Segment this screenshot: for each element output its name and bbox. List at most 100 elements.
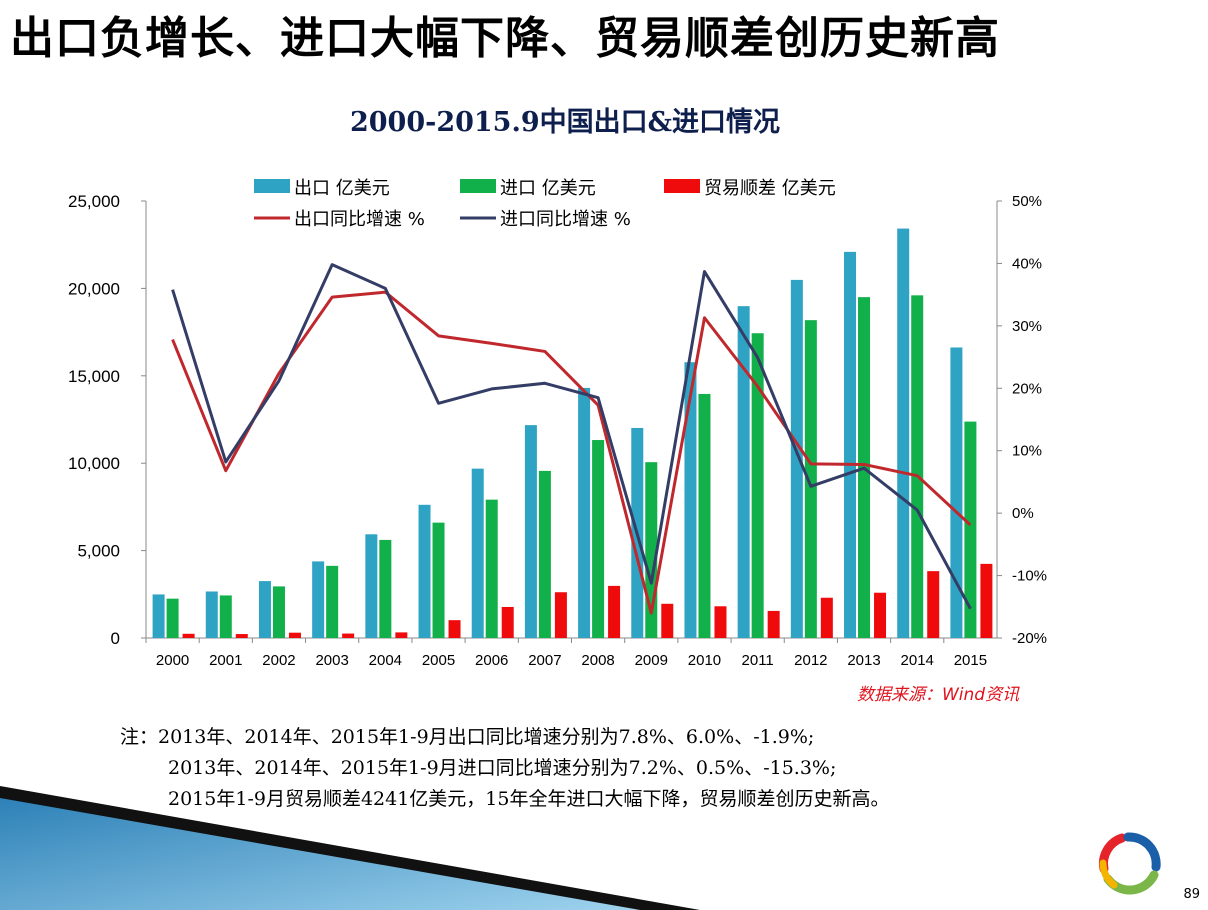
legend-export: 出口 亿美元 xyxy=(254,178,390,199)
legend-balance-label: 贸易顺差 亿美元 xyxy=(704,178,836,199)
balance-bar xyxy=(661,603,674,638)
x-tick-label: 2007 xyxy=(528,652,561,669)
legend-balance-swatch xyxy=(664,179,700,193)
left-tick-label: 15,000 xyxy=(68,367,120,386)
x-tick-label: 2000 xyxy=(156,652,189,669)
note-line-2: 2013年、2014年、2015年1-9月进口同比增速分别为7.2%、0.5%、… xyxy=(168,757,837,779)
page-number: 89 xyxy=(1183,887,1200,902)
import-bar xyxy=(326,565,339,638)
balance-bar xyxy=(980,563,993,638)
balance-bar xyxy=(714,606,727,638)
export-bar xyxy=(312,561,325,638)
left-tick-label: 10,000 xyxy=(68,454,120,473)
import-bar xyxy=(485,499,498,638)
export-bar xyxy=(205,591,218,638)
export-bar xyxy=(418,504,431,638)
export-bar xyxy=(578,387,591,638)
x-tick-label: 2011 xyxy=(742,652,774,669)
x-tick-label: 2014 xyxy=(901,652,934,669)
left-tick-label: 5,000 xyxy=(77,542,120,561)
balance-bar xyxy=(874,592,887,638)
x-tick-label: 2006 xyxy=(475,652,508,669)
import-growth-line xyxy=(171,263,972,610)
legend-import: 进口 亿美元 xyxy=(460,178,596,199)
balance-bar xyxy=(182,633,195,638)
x-tick-label: 2005 xyxy=(422,652,455,669)
right-tick-label: 30% xyxy=(1012,318,1042,335)
balance-bar xyxy=(767,610,780,638)
balance-bar xyxy=(395,632,408,638)
x-tick-label: 2009 xyxy=(635,652,668,669)
balance-bar xyxy=(554,592,567,638)
export-bar xyxy=(844,251,857,638)
right-tick-label: 0% xyxy=(1012,505,1034,522)
chart-title: 2000-2015.9中国出口&进口情况 xyxy=(349,107,781,138)
balance-bar xyxy=(501,606,514,638)
balance-bar xyxy=(288,632,301,638)
x-tick-label: 2010 xyxy=(688,652,721,669)
legend-export-swatch xyxy=(254,179,290,193)
x-tick-label: 2013 xyxy=(847,652,880,669)
x-tick-label: 2001 xyxy=(209,652,242,669)
legend-import-label: 进口 亿美元 xyxy=(500,178,596,199)
right-tick-label: 20% xyxy=(1012,380,1042,397)
x-tick-label: 2002 xyxy=(262,652,295,669)
x-tick-label: 2003 xyxy=(315,652,348,669)
balance-bar xyxy=(927,571,940,638)
export-bar xyxy=(365,534,378,638)
balance-bar xyxy=(235,634,248,638)
x-tick-label: 2008 xyxy=(581,652,614,669)
right-tick-label: 40% xyxy=(1012,255,1042,272)
company-logo xyxy=(1099,832,1161,895)
legend-import-growth: 进口同比增速 % xyxy=(460,209,631,230)
import-bar xyxy=(538,470,551,638)
right-tick-label: 50% xyxy=(1012,193,1042,210)
import-bar xyxy=(272,586,285,638)
note-line-3: 2015年1-9月贸易顺差4241亿美元，15年全年进口大幅下降，贸易顺差创历史… xyxy=(168,788,890,810)
left-tick-label: 0 xyxy=(111,629,120,648)
import-bar xyxy=(698,393,711,638)
import-bar xyxy=(432,522,445,638)
export-bar xyxy=(684,362,697,638)
export-bar xyxy=(737,306,750,638)
legend-balance: 贸易顺差 亿美元 xyxy=(664,178,836,199)
export-bar xyxy=(524,425,537,638)
export-growth-line xyxy=(171,290,972,615)
legend-export-label: 出口 亿美元 xyxy=(294,178,390,199)
right-tick-label: -20% xyxy=(1012,630,1047,647)
note-line-1: 注：2013年、2014年、2015年1-9月出口同比增速分别为7.8%、6.0… xyxy=(120,726,815,748)
import-bar xyxy=(379,539,392,638)
export-bar xyxy=(152,594,165,638)
export-bar xyxy=(258,581,271,638)
import-bar xyxy=(964,421,977,638)
import-bar xyxy=(219,595,232,638)
export-bar xyxy=(790,279,803,638)
import-bar xyxy=(592,440,605,638)
slide-title: 出口负增长、进口大幅下降、贸易顺差创历史新高 xyxy=(10,13,1000,64)
export-bar xyxy=(950,347,963,638)
decorative-wedge xyxy=(0,786,700,910)
left-tick-label: 20,000 xyxy=(68,279,120,298)
import-bar xyxy=(804,320,817,638)
x-tick-label: 2015 xyxy=(954,652,987,669)
import-bar xyxy=(751,333,764,638)
export-bar xyxy=(897,228,910,638)
legend-export-growth: 出口同比增速 % xyxy=(254,209,425,230)
x-tick-label: 2004 xyxy=(369,652,402,669)
balance-bar xyxy=(820,597,833,638)
balance-bar xyxy=(448,620,461,638)
x-tick-label: 2012 xyxy=(794,652,827,669)
right-tick-label: 10% xyxy=(1012,443,1042,460)
import-bar xyxy=(166,598,179,638)
legend-export-growth-label: 出口同比增速 % xyxy=(294,209,425,230)
right-tick-label: -10% xyxy=(1012,568,1047,585)
left-tick-label: 25,000 xyxy=(68,192,120,211)
balance-bar xyxy=(608,585,621,638)
balance-bar xyxy=(342,633,355,638)
import-bar xyxy=(911,295,924,638)
legend-import-growth-label: 进口同比增速 % xyxy=(500,209,631,230)
export-bar xyxy=(471,468,484,638)
legend-import-swatch xyxy=(460,179,496,193)
data-source: 数据来源：Wind资讯 xyxy=(857,685,1020,705)
